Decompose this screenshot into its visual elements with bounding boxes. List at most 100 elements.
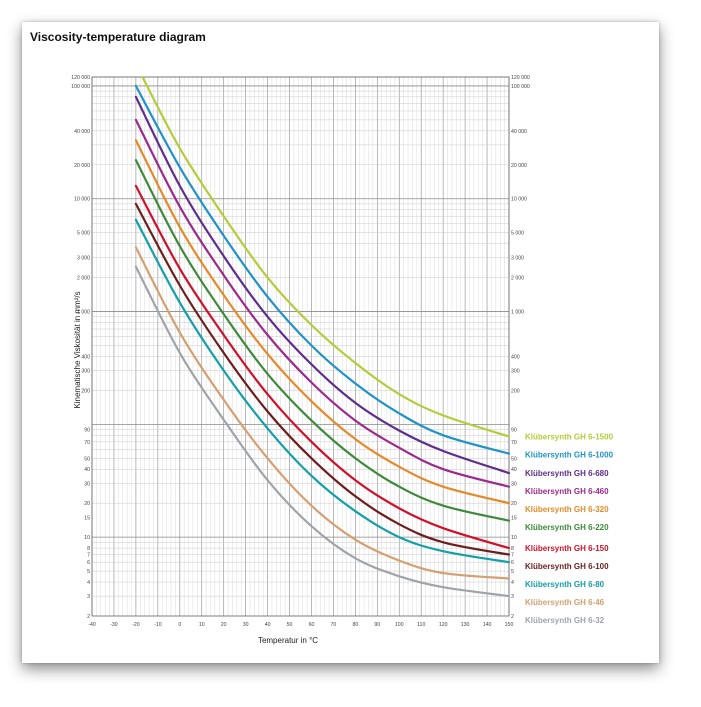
y-tick-label-left: 90 xyxy=(84,428,90,434)
x-tick-label: 80 xyxy=(352,622,358,628)
y-tick-label-right: 100 000 xyxy=(511,84,530,90)
y-tick-label-right: 20 000 xyxy=(511,163,527,169)
x-tick-label: 40 xyxy=(265,622,271,628)
y-tick-label-left: 30 xyxy=(84,481,90,487)
x-tick-label: 90 xyxy=(374,622,380,628)
x-tick-label: 0 xyxy=(178,622,181,628)
x-tick-label: 70 xyxy=(331,622,337,628)
y-tick-label-left: 40 000 xyxy=(74,129,90,135)
y-tick-label-left: 2 xyxy=(87,614,90,620)
x-tick-label: 110 xyxy=(417,622,425,628)
series-line-6-80 xyxy=(134,218,511,564)
y-tick-label-right: 3 000 xyxy=(511,256,524,262)
y-tick-label-left: 10 000 xyxy=(74,197,90,203)
y-tick-label-left: 3 xyxy=(87,594,90,600)
x-tick-label: -30 xyxy=(110,622,118,628)
series-line-6-46 xyxy=(134,246,511,580)
y-tick-label-left: 20 xyxy=(84,501,90,507)
tick-labels: -40 -30 -20 -10 0 10 20 30 40 50 60 70 80 90 100 110 120… xyxy=(71,75,530,628)
y-tick-label-left: 8 xyxy=(87,546,90,552)
legend-label-6-220: Klübersynth GH 6-220 xyxy=(525,523,609,532)
y-tick-label-left: 100 000 xyxy=(71,84,90,90)
y-tick-label-right: 6 xyxy=(511,560,514,566)
viscosity-chart: -40 -30 -20 -10 0 10 20 30 40 50 60 70 80 90 100 110 120… xyxy=(71,75,614,645)
series-line-6-220 xyxy=(134,159,511,522)
y-tick-label-right: 3 xyxy=(511,594,514,600)
x-tick-label: 120 xyxy=(439,622,448,628)
series-line-6-1500 xyxy=(141,75,511,438)
y-tick-label-right: 2 000 xyxy=(511,276,524,282)
y-tick-label-left: 15 xyxy=(84,515,90,521)
legend-label-6-1500: Klübersynth GH 6-1500 xyxy=(525,433,614,442)
series-line-6-150 xyxy=(134,184,511,550)
y-tick-label-left: 300 xyxy=(81,369,90,375)
y-tick-label-right: 70 xyxy=(511,440,517,446)
y-tick-label-right: 5 xyxy=(511,569,514,575)
legend-label-6-150: Klübersynth GH 6-150 xyxy=(525,544,609,553)
y-tick-label-right: 40 xyxy=(511,467,517,473)
y-tick-label-left: 50 xyxy=(84,456,90,462)
y-tick-label-right: 10 000 xyxy=(511,197,527,203)
y-tick-label-right: 120 000 xyxy=(511,75,530,81)
plot-border xyxy=(91,76,510,617)
y-tick-label-left: 120 000 xyxy=(71,75,90,81)
x-tick-label: 140 xyxy=(483,622,492,628)
y-tick-label-right: 15 xyxy=(511,515,517,521)
y-tick-label-right: 300 xyxy=(511,369,520,375)
y-tick-label-left: 20 000 xyxy=(74,163,90,169)
legend: Klübersynth GH 6-1500 Klübersynth GH 6-10… xyxy=(525,433,614,626)
y-tick-label-right: 30 xyxy=(511,481,517,487)
y-tick-label-left: 6 xyxy=(87,560,90,566)
y-tick-label-right: 400 xyxy=(511,354,520,360)
legend-label-6-32: Klübersynth GH 6-32 xyxy=(525,616,605,625)
y-tick-label-left: 400 xyxy=(81,354,90,360)
y-tick-label-right: 5 000 xyxy=(511,231,524,237)
legend-label-6-1000: Klübersynth GH 6-1000 xyxy=(525,451,614,460)
y-tick-label-left: 1 000 xyxy=(77,310,90,316)
series-line-6-320 xyxy=(134,139,511,505)
x-tick-label: 100 xyxy=(395,622,404,628)
series-layer xyxy=(134,75,511,598)
x-tick-label: 30 xyxy=(243,622,249,628)
x-tick-label: 10 xyxy=(199,622,205,628)
legend-label-6-80: Klübersynth GH 6-80 xyxy=(525,580,605,589)
y-tick-label-right: 4 xyxy=(511,580,514,586)
x-tick-label: -20 xyxy=(132,622,140,628)
y-tick-label-right: 50 xyxy=(511,456,517,462)
y-tick-label-right: 200 xyxy=(511,388,520,394)
x-tick-label: 60 xyxy=(309,622,315,628)
series-line-6-460 xyxy=(134,118,511,488)
y-axis-label: Kinematische Viskosität in mm²/s xyxy=(73,291,82,408)
y-tick-label-right: 7 xyxy=(511,553,514,559)
chart-card: Viscosity-temperature diagram -40 -30 -20-… xyxy=(22,22,659,663)
y-tick-label-right: 2 xyxy=(511,614,514,620)
x-tick-label: 130 xyxy=(461,622,470,628)
y-tick-label-left: 3 000 xyxy=(77,256,90,262)
x-axis-label: Temperatur in °C xyxy=(258,636,318,645)
plot-frame xyxy=(91,76,510,617)
y-tick-label-left: 70 xyxy=(84,440,90,446)
series-line-6-32 xyxy=(134,265,511,598)
series-line-6-680 xyxy=(134,95,511,475)
y-tick-label-left: 2 000 xyxy=(77,276,90,282)
y-tick-label-left: 200 xyxy=(81,388,90,394)
y-tick-label-left: 4 xyxy=(87,580,90,586)
y-tick-label-right: 90 xyxy=(511,428,517,434)
x-tick-label: -40 xyxy=(88,622,96,628)
legend-label-6-680: Klübersynth GH 6-680 xyxy=(525,469,609,478)
legend-label-6-460: Klübersynth GH 6-460 xyxy=(525,487,609,496)
y-tick-label-left: 40 xyxy=(84,467,90,473)
legend-label-6-320: Klübersynth GH 6-320 xyxy=(525,505,609,514)
x-tick-label: -10 xyxy=(154,622,162,628)
y-tick-label-right: 10 xyxy=(511,535,517,541)
x-tick-label: 20 xyxy=(221,622,227,628)
series-line-6-1000 xyxy=(134,84,511,455)
y-tick-label-left: 7 xyxy=(87,553,90,559)
series-line-6-100 xyxy=(134,202,511,556)
y-tick-label-right: 40 000 xyxy=(511,129,527,135)
x-tick-label: 150 xyxy=(505,622,514,628)
y-tick-label-left: 10 xyxy=(84,535,90,541)
y-tick-label-left: 5 000 xyxy=(77,231,90,237)
y-tick-label-left: 5 xyxy=(87,569,90,575)
x-tick-label: 50 xyxy=(287,622,293,628)
